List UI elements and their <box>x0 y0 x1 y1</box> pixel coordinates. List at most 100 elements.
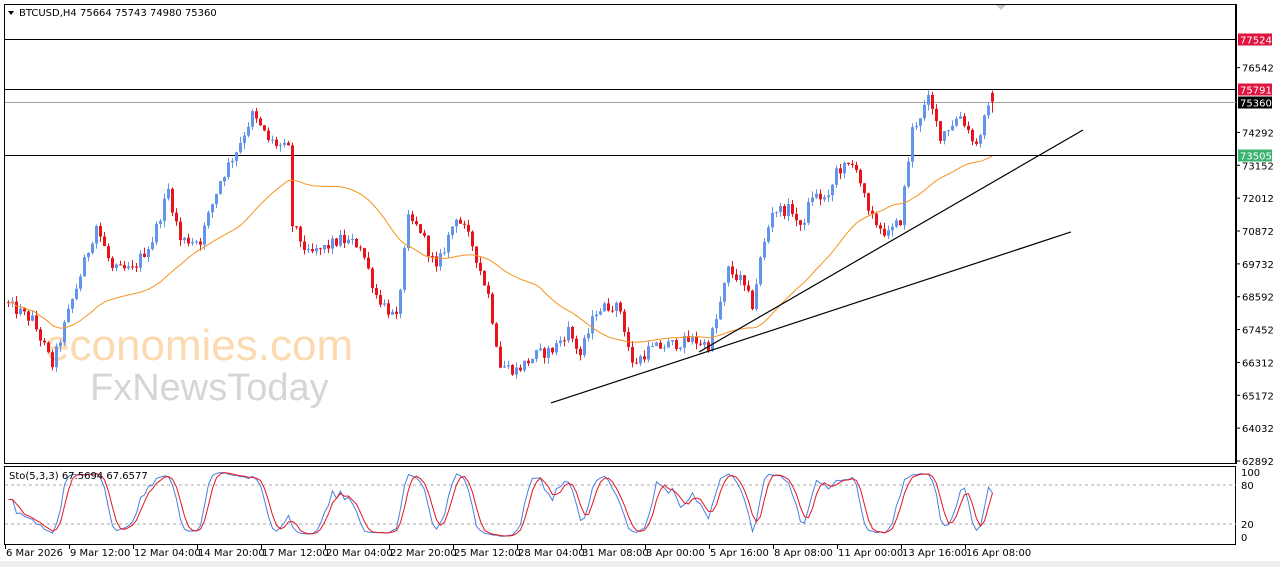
time-label: 16 Apr 08:00 <box>966 548 1031 559</box>
candle-body <box>947 130 950 132</box>
candle-body <box>527 360 530 364</box>
candle-body <box>911 127 914 162</box>
candle-body <box>811 197 814 203</box>
candle-body <box>887 230 890 236</box>
candle-body <box>655 342 658 347</box>
candle-body <box>343 235 346 244</box>
candle-body <box>627 331 630 347</box>
candle-body <box>191 242 194 244</box>
candle-body <box>215 193 218 205</box>
candle-body <box>815 193 818 198</box>
candle-body <box>423 232 426 236</box>
candle-body <box>635 362 638 364</box>
moving-average-line <box>8 155 993 343</box>
candle-body <box>299 226 302 242</box>
candle-body <box>175 212 178 222</box>
stochastic-label: Sto(5,3,3) 67.5694 67.6577 <box>9 471 148 482</box>
candle-body <box>783 206 786 216</box>
candle-body <box>891 226 894 231</box>
candle-body <box>647 346 650 360</box>
candle-body <box>703 342 706 345</box>
watermark-logo: economies.com FxNewsToday <box>45 321 353 409</box>
candle-body <box>75 288 78 299</box>
candle-body <box>251 111 254 127</box>
candle-body <box>415 221 418 225</box>
time-label: 17 Mar 12:00 <box>262 548 329 559</box>
candle-body <box>883 228 886 236</box>
candle-body <box>799 220 802 225</box>
candle-body <box>603 303 606 312</box>
candle-body <box>67 308 70 323</box>
trendline <box>550 231 1072 404</box>
candle-body <box>271 139 274 141</box>
candle-body <box>387 303 390 315</box>
candle-body <box>759 257 762 285</box>
candle-body <box>219 181 222 194</box>
candles <box>7 89 994 379</box>
price-tick-label: 68592 <box>1242 293 1274 304</box>
candle-body <box>539 348 542 351</box>
candle-body <box>659 342 662 349</box>
candle-body <box>99 226 102 237</box>
candle-body <box>139 253 142 268</box>
candle-body <box>27 311 30 321</box>
symbol-header: BTCUSD,H4 75664 75743 74980 75360 <box>19 8 217 19</box>
price-tag <box>1238 33 1272 46</box>
time-label: 6 Mar 2026 <box>6 548 63 559</box>
candle-body <box>371 268 374 289</box>
trendlines <box>550 129 1084 404</box>
candle-body <box>115 264 118 269</box>
candle-body <box>203 225 206 245</box>
candle-body <box>431 255 434 257</box>
candle-body <box>55 346 58 368</box>
candle-body <box>583 338 586 356</box>
candle-body <box>907 161 910 187</box>
candle-body <box>859 169 862 184</box>
candle-body <box>379 295 382 305</box>
candle-body <box>959 116 962 119</box>
candle-body <box>347 239 350 244</box>
symbol-dropdown-icon[interactable] <box>8 11 14 15</box>
bottom-bar <box>0 561 1280 567</box>
candle-body <box>43 340 46 343</box>
candle-body <box>863 183 866 194</box>
candle-body <box>687 335 690 342</box>
candle-body <box>119 264 122 266</box>
price-tick-label: 64032 <box>1242 424 1274 435</box>
candle-body <box>679 347 682 350</box>
candle-body <box>443 252 446 254</box>
candle-body <box>979 135 982 144</box>
candle-body <box>795 213 798 221</box>
chart-shift-marker-icon[interactable] <box>996 5 1006 10</box>
stochastic-level-label: 80 <box>1241 481 1254 492</box>
candle-body <box>491 293 494 324</box>
price-tag-label: 77524 <box>1240 36 1272 47</box>
time-label: 12 Mar 04:00 <box>134 548 201 559</box>
candle-body <box>763 241 766 258</box>
candle-body <box>843 162 846 174</box>
candle-body <box>747 285 750 291</box>
candle-body <box>563 340 566 342</box>
candle-body <box>875 213 878 226</box>
candle-body <box>35 315 38 330</box>
candle-body <box>535 350 538 359</box>
candle-body <box>459 219 462 224</box>
candle-body <box>303 241 306 250</box>
candle-body <box>135 266 138 268</box>
candle-body <box>407 214 410 249</box>
candle-body <box>483 271 486 286</box>
candle-body <box>855 165 858 170</box>
candle-body <box>531 358 534 364</box>
candle-body <box>311 249 314 252</box>
stochastic-main-line <box>8 471 993 537</box>
time-label: 25 Mar 12:00 <box>454 548 521 559</box>
price-tag-label: 73505 <box>1240 152 1272 163</box>
candle-body <box>803 222 806 225</box>
candle-body <box>555 343 558 353</box>
candle-body <box>667 341 670 348</box>
candle-body <box>975 141 978 144</box>
horizontal-lines <box>5 39 1236 156</box>
